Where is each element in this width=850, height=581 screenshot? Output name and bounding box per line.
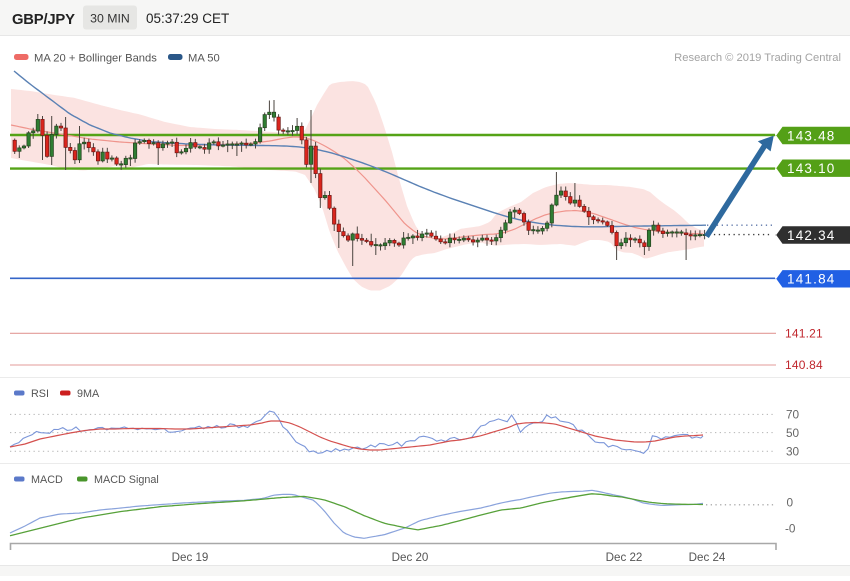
svg-text:-0: -0 xyxy=(785,522,796,536)
svg-text:141.84: 141.84 xyxy=(787,272,836,287)
svg-text:141.21: 141.21 xyxy=(785,327,823,341)
svg-text:0: 0 xyxy=(787,496,794,510)
svg-text:Dec 20: Dec 20 xyxy=(392,551,429,564)
svg-text:143.10: 143.10 xyxy=(787,161,836,176)
svg-text:Dec 19: Dec 19 xyxy=(172,551,209,564)
svg-text:9MA: 9MA xyxy=(77,388,100,400)
svg-text:70: 70 xyxy=(786,408,800,422)
svg-text:30 MIN: 30 MIN xyxy=(90,12,130,26)
svg-text:MACD: MACD xyxy=(31,474,63,486)
svg-text:Dec 24: Dec 24 xyxy=(689,551,726,564)
svg-text:50: 50 xyxy=(786,426,800,440)
svg-text:MACD Signal: MACD Signal xyxy=(94,474,159,486)
svg-text:Research © 2019 Trading Centra: Research © 2019 Trading Central xyxy=(674,52,841,64)
svg-text:05:37:29 CET: 05:37:29 CET xyxy=(146,11,229,26)
svg-text:143.48: 143.48 xyxy=(787,128,836,143)
svg-text:MA 50: MA 50 xyxy=(188,53,220,65)
svg-text:30: 30 xyxy=(786,445,800,459)
svg-text:GBP/JPY: GBP/JPY xyxy=(12,12,75,28)
svg-text:140.84: 140.84 xyxy=(785,358,823,372)
svg-text:RSI: RSI xyxy=(31,388,49,400)
svg-text:MA 20 + Bollinger Bands: MA 20 + Bollinger Bands xyxy=(34,53,157,65)
svg-text:Dec 22: Dec 22 xyxy=(606,551,643,564)
svg-text:142.34: 142.34 xyxy=(787,228,836,243)
